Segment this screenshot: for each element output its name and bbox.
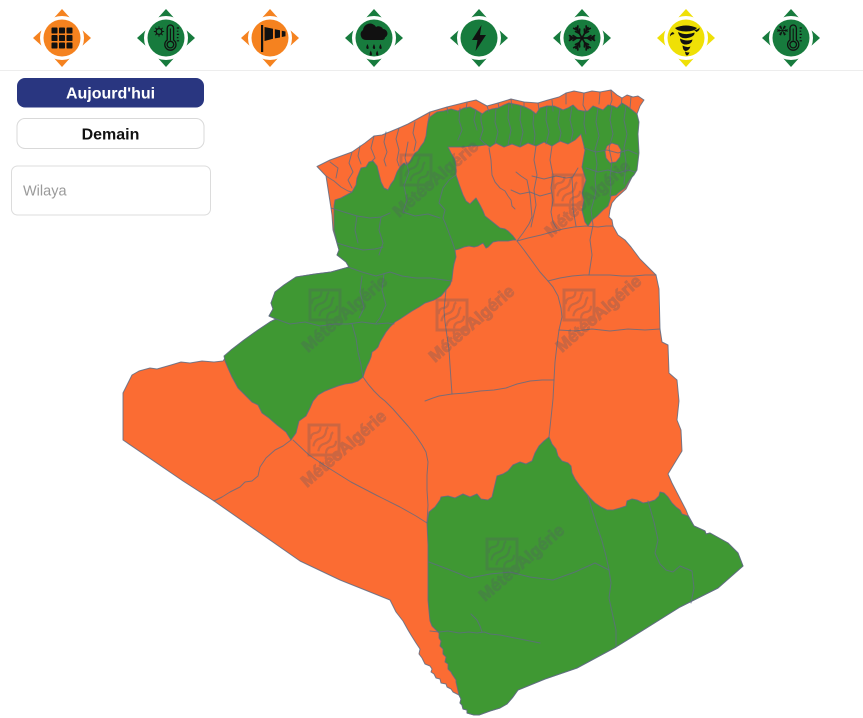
- svg-text:Demain: Demain: [82, 127, 140, 144]
- svg-text:Wilaya: Wilaya: [23, 184, 67, 200]
- svg-text:Aujourd'hui: Aujourd'hui: [66, 86, 155, 103]
